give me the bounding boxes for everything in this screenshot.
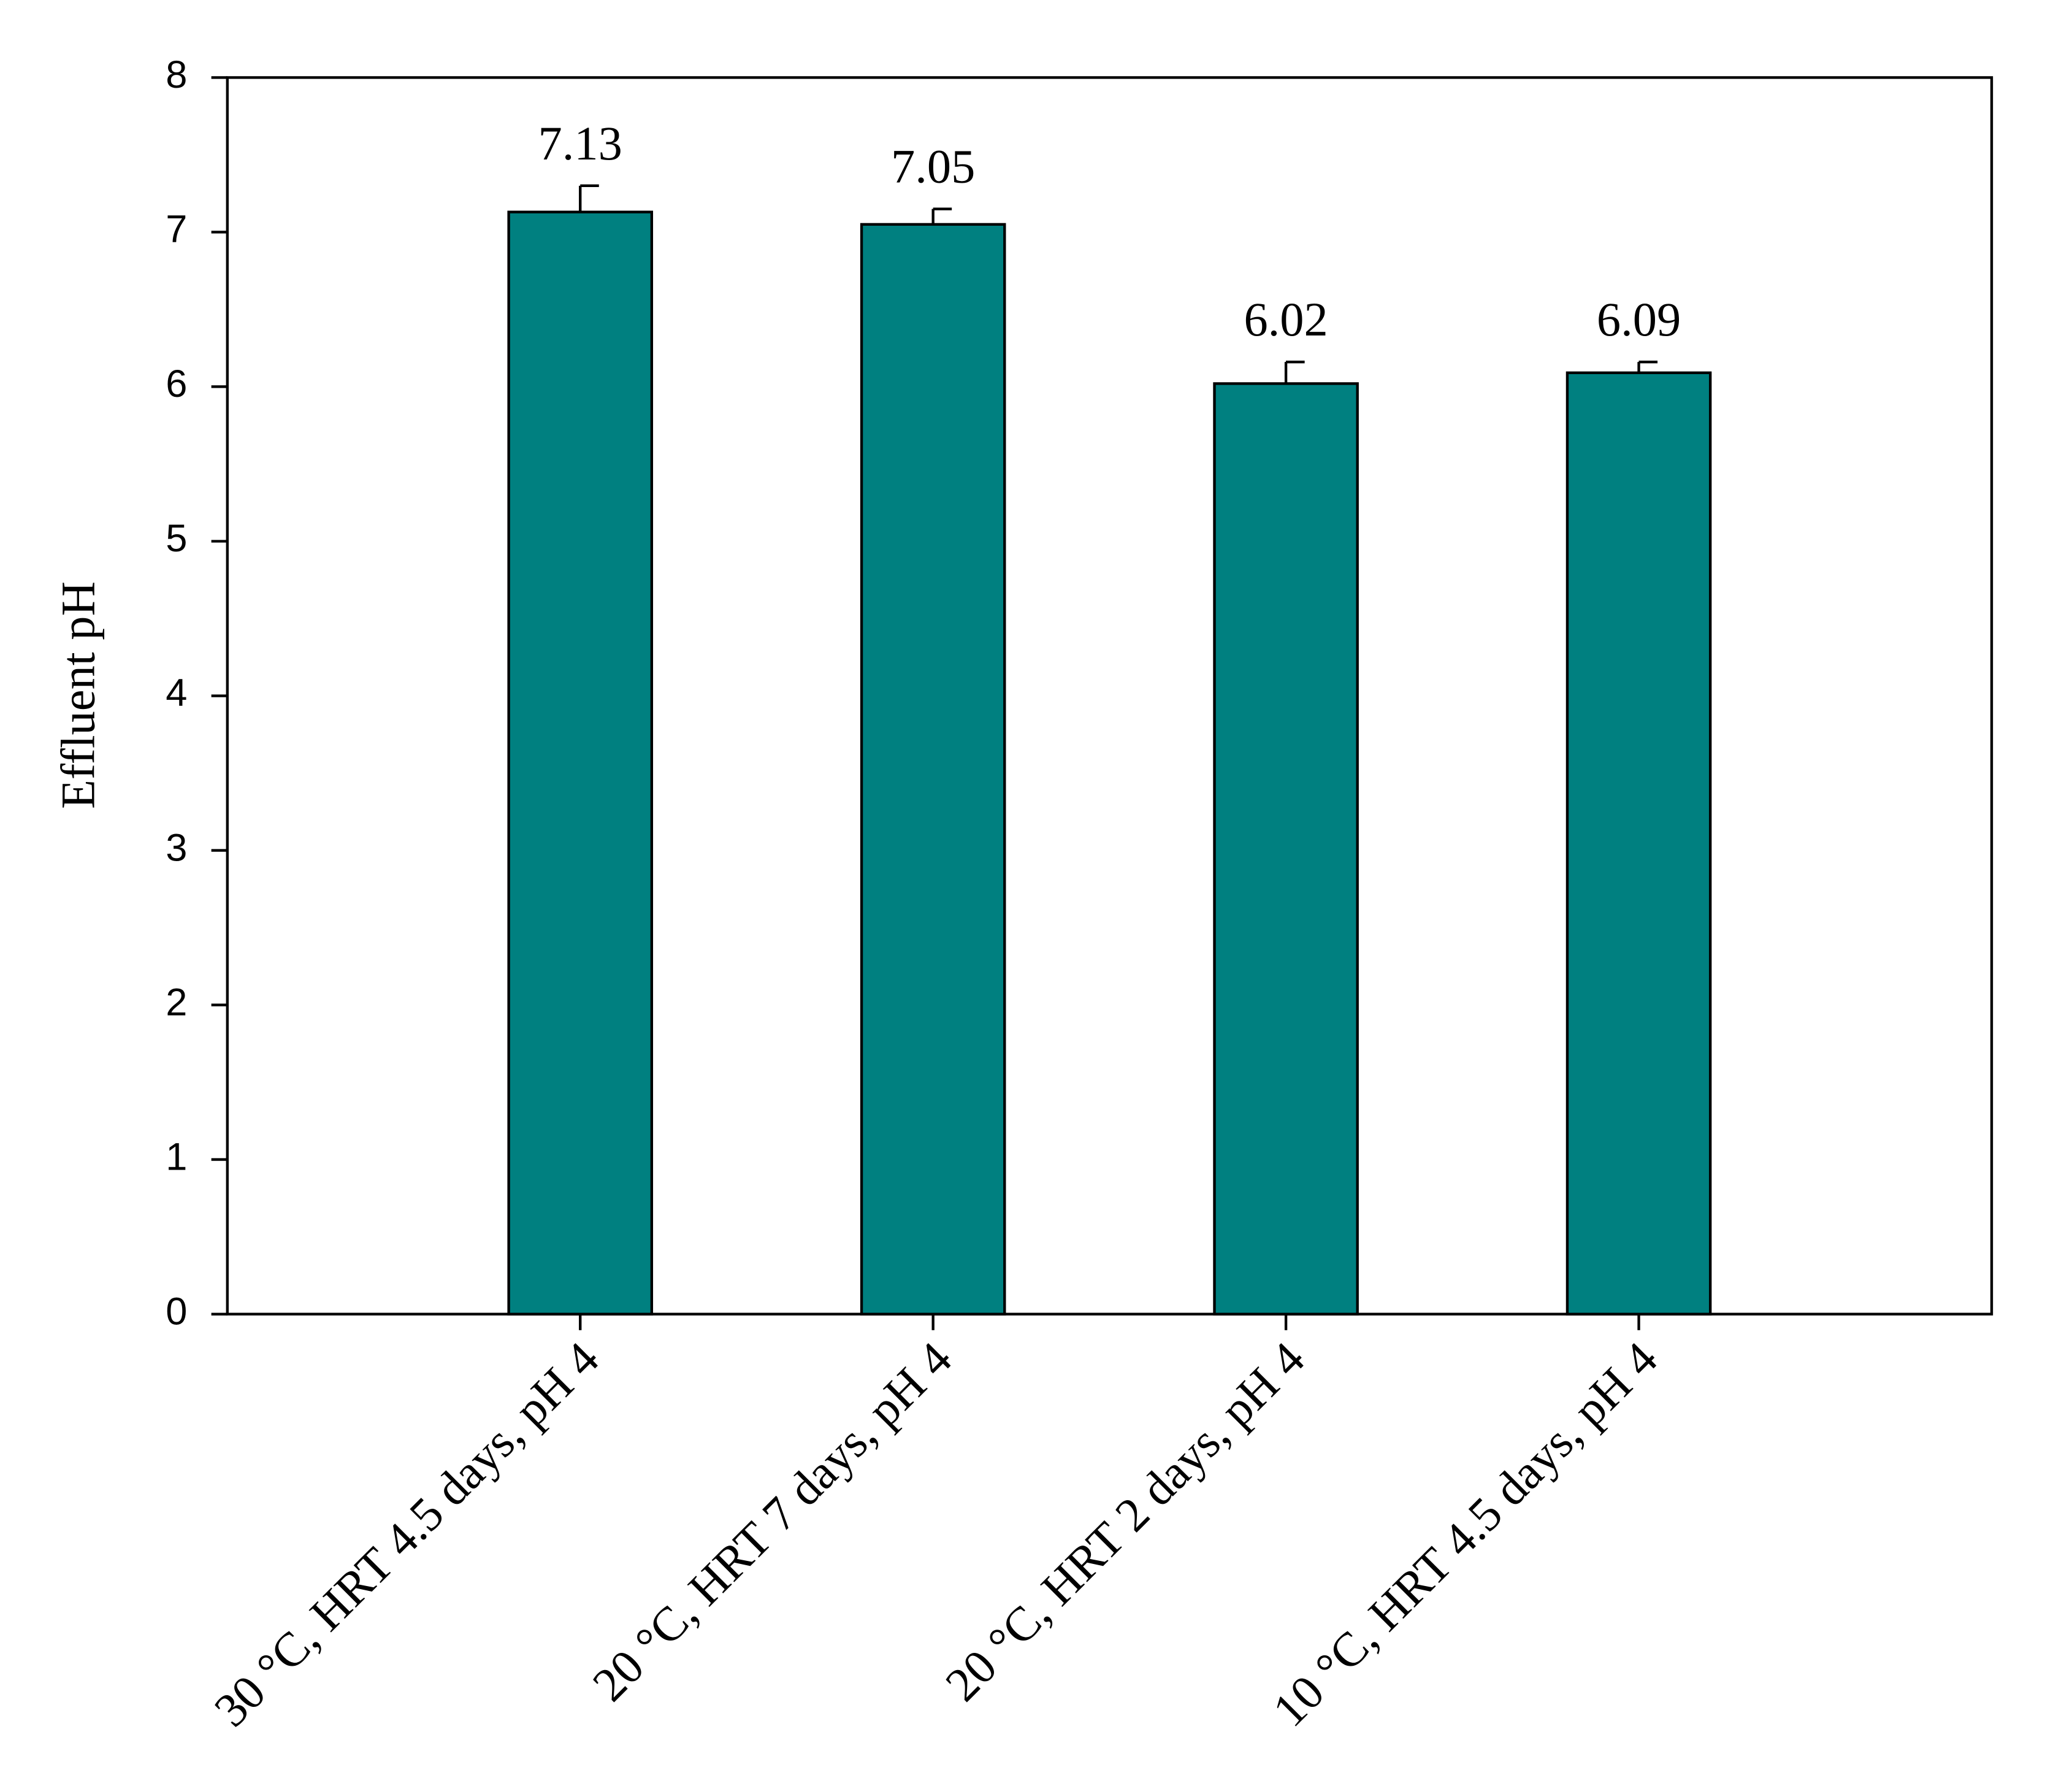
y-tick-label: 8 <box>166 53 187 96</box>
plot-frame <box>226 76 1994 1316</box>
value-label: 7.05 <box>891 140 975 193</box>
value-label: 6.02 <box>1244 293 1328 346</box>
y-tick-label: 5 <box>166 517 187 560</box>
x-tick-label: 20 °C, HRT 2 days, pH 4 <box>935 1332 1315 1711</box>
y-tick-label: 1 <box>166 1135 187 1178</box>
x-tick-label: 20 °C, HRT 7 days, pH 4 <box>583 1332 962 1711</box>
bar <box>1213 382 1359 1316</box>
y-axis-label: Effluent pH <box>51 581 104 809</box>
y-tick-label: 3 <box>166 826 187 869</box>
y-tick-label: 0 <box>166 1290 187 1333</box>
value-label: 7.13 <box>538 117 622 170</box>
y-tick-label: 6 <box>166 362 187 405</box>
x-tick-label: 30 °C, HRT 4.5 days, pH 4 <box>204 1332 608 1736</box>
value-label: 6.09 <box>1597 293 1681 346</box>
y-tick-label: 4 <box>166 672 187 715</box>
bar <box>507 210 654 1316</box>
bar <box>1565 371 1712 1316</box>
y-tick-label: 7 <box>166 208 187 251</box>
y-tick-label: 2 <box>166 981 187 1024</box>
bar <box>860 223 1006 1316</box>
x-tick-label: 10 °C, HRT 4.5 days, pH 4 <box>1263 1332 1667 1736</box>
